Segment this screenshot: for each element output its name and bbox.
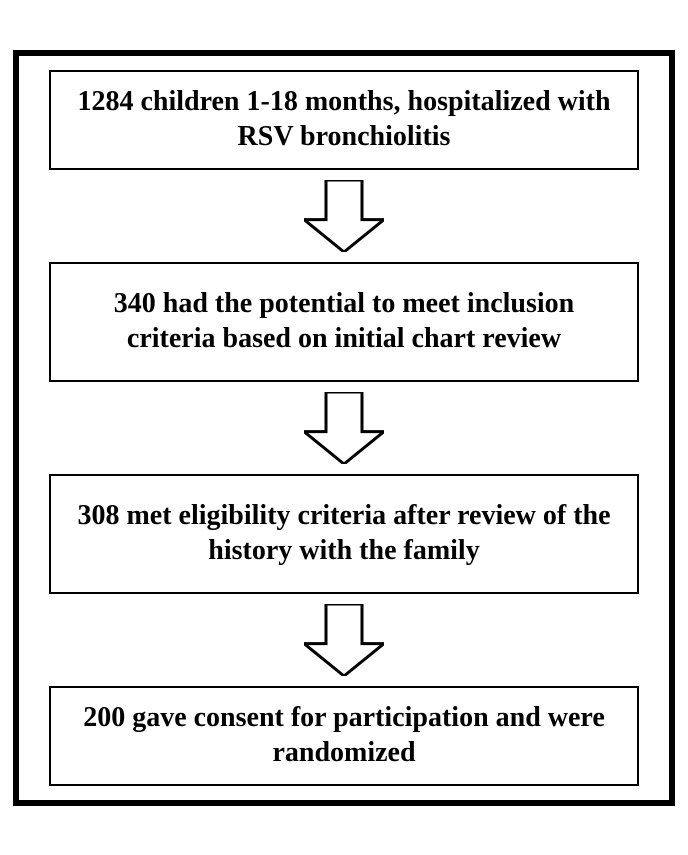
down-arrow-icon <box>304 604 384 676</box>
flowchart-node: 200 gave consent for participation and w… <box>49 686 639 786</box>
flowchart-frame: 1284 children 1-18 months, hospitalized … <box>13 50 675 806</box>
flowchart-connector <box>304 594 384 686</box>
node-text: 1284 children 1-18 months, hospitalized … <box>71 85 617 153</box>
flowchart-node: 1284 children 1-18 months, hospitalized … <box>49 70 639 170</box>
node-text: 308 met eligibility criteria after revie… <box>71 499 617 567</box>
node-text: 200 gave consent for participation and w… <box>71 701 617 769</box>
flowchart-connector <box>304 382 384 474</box>
flowchart-node: 340 had the potential to meet inclusion … <box>49 262 639 382</box>
flowchart-connector <box>304 170 384 262</box>
flowchart-node: 308 met eligibility criteria after revie… <box>49 474 639 594</box>
down-arrow-icon <box>304 392 384 464</box>
node-text: 340 had the potential to meet inclusion … <box>71 287 617 355</box>
down-arrow-icon <box>304 180 384 252</box>
